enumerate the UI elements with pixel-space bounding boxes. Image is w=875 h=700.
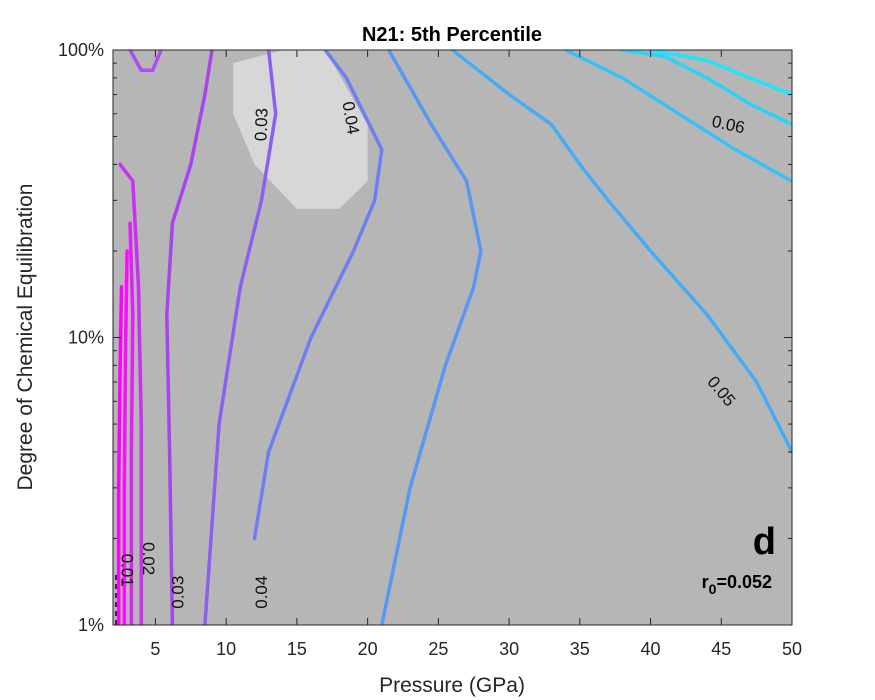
contour-line-8 [380, 50, 483, 625]
r0-subscript: 0 [709, 581, 717, 597]
contour-line-4 [165, 50, 214, 625]
x-tick-label: 45 [711, 639, 731, 659]
contour-line-3 [118, 162, 144, 625]
y-tick-label: 100% [58, 40, 104, 60]
panel-letter: d [753, 521, 776, 563]
x-tick-label: 50 [782, 639, 802, 659]
x-tick-label: 15 [287, 639, 307, 659]
x-tick-label: 30 [499, 639, 519, 659]
contour-label: 0.03 [169, 576, 188, 609]
y-tick-label: 1% [78, 615, 104, 635]
x-tick-label: 10 [216, 639, 236, 659]
y-tick-label: 10% [68, 328, 104, 348]
y-axis-label: Degree of Chemical Equilibration [14, 184, 37, 491]
contour-layer [116, 50, 792, 625]
r0-value: =0.052 [716, 572, 772, 592]
contour-line-0 [116, 285, 124, 625]
x-axis-label: Pressure (GPa) [379, 674, 525, 697]
contour-label: 0.04 [252, 576, 271, 609]
x-tick-label: 5 [150, 639, 160, 659]
x-tick-label: 40 [641, 639, 661, 659]
axis-ticks [113, 49, 793, 626]
r0-prefix: r [702, 572, 709, 592]
contour-line-5 [128, 50, 163, 73]
contour-label: 0.01 [118, 554, 137, 587]
contour-line-12 [648, 50, 792, 97]
contour-line-9 [450, 50, 792, 454]
contour-label: 0.02 [139, 542, 158, 575]
chart-title: N21: 5th Percentile [362, 24, 542, 46]
r0-annotation: r0=0.052 [702, 572, 772, 597]
contour-line-2 [128, 221, 135, 625]
contour-line-7 [252, 50, 384, 541]
tick-labels: 5 10 15 20 25 30 35 40 45 50 1% 10% 100% [58, 40, 802, 659]
contour-label: 0.03 [251, 108, 271, 142]
contour-line-6 [203, 50, 278, 625]
contour-line-10 [563, 50, 792, 183]
x-tick-label: 25 [428, 639, 448, 659]
contour-line-1 [122, 249, 129, 625]
plot-area [113, 50, 792, 625]
x-tick-label: 20 [358, 639, 378, 659]
x-tick-label: 35 [570, 639, 590, 659]
